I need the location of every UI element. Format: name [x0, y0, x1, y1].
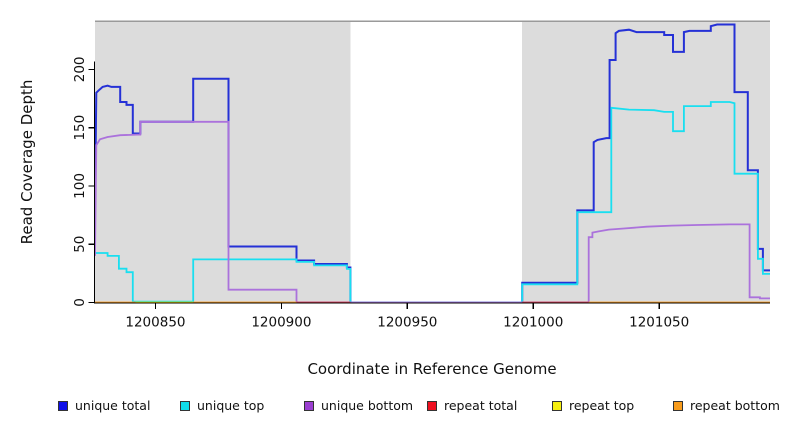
y-tick-label: 200	[72, 56, 88, 82]
y-tick-label: 100	[72, 173, 88, 199]
x-tick-label: 1200900	[251, 315, 311, 331]
x-tick-label: 1200850	[125, 315, 185, 331]
sequenced-region-panel	[95, 21, 351, 303]
x-tick-label: 1201000	[503, 315, 563, 331]
series-line-unique-bottom	[94, 120, 770, 304]
sequenced-region-panel	[522, 21, 770, 303]
x-tick-label: 1201050	[629, 315, 689, 331]
x-tick-label: 1200950	[377, 315, 437, 331]
series-line-unique-top	[95, 101, 770, 304]
series-line-unique-total	[94, 23, 770, 304]
y-axis-title: Read Coverage Depth	[18, 79, 36, 245]
x-axis-title: Coordinate in Reference Genome	[307, 360, 557, 378]
y-tick-label: 50	[72, 236, 88, 253]
y-tick-label: 150	[72, 115, 88, 141]
y-tick-label: 0	[72, 298, 88, 307]
